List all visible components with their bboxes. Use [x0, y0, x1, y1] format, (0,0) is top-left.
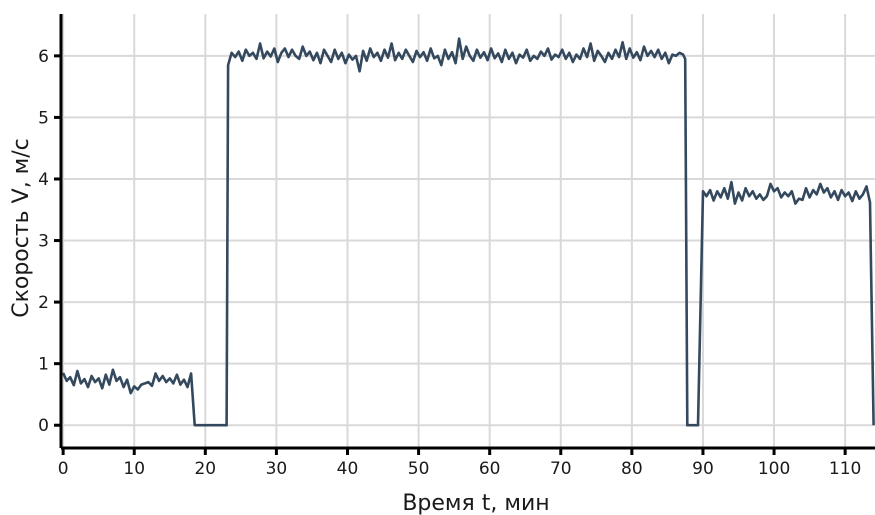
horizontal-gridlines — [61, 54, 875, 427]
y-tick-label: 6 — [38, 47, 49, 67]
y-tick-label: 2 — [38, 293, 49, 313]
x-tick-label: 90 — [692, 459, 714, 479]
y-tick-label: 4 — [38, 170, 49, 190]
series-layer — [61, 37, 875, 427]
y-axis-ticks: 0 1 2 3 4 5 6 — [38, 47, 61, 436]
y-tick-label: 5 — [38, 108, 49, 128]
x-tick-label: 110 — [829, 459, 861, 479]
y-tick-label: 1 — [38, 355, 49, 375]
x-axis-title: Время t, мин — [402, 491, 549, 515]
x-tick-label: 10 — [123, 459, 145, 479]
x-axis-ticks: 0 10 20 30 40 50 60 70 80 90 100 110 — [58, 448, 861, 479]
x-tick-label: 50 — [408, 459, 430, 479]
x-tick-label: 60 — [479, 459, 501, 479]
x-tick-label: 70 — [550, 459, 572, 479]
speed-series-line — [61, 37, 875, 427]
x-tick-label: 30 — [266, 459, 288, 479]
y-axis-title: Скорость V, м/с — [9, 138, 34, 318]
x-tick-label: 100 — [758, 459, 790, 479]
x-tick-label: 20 — [194, 459, 216, 479]
x-tick-label: 80 — [621, 459, 643, 479]
y-tick-label: 3 — [38, 232, 49, 252]
y-tick-label: 0 — [38, 416, 49, 436]
x-tick-label: 40 — [337, 459, 359, 479]
vertical-gridlines — [62, 14, 847, 448]
x-tick-label: 0 — [58, 459, 69, 479]
